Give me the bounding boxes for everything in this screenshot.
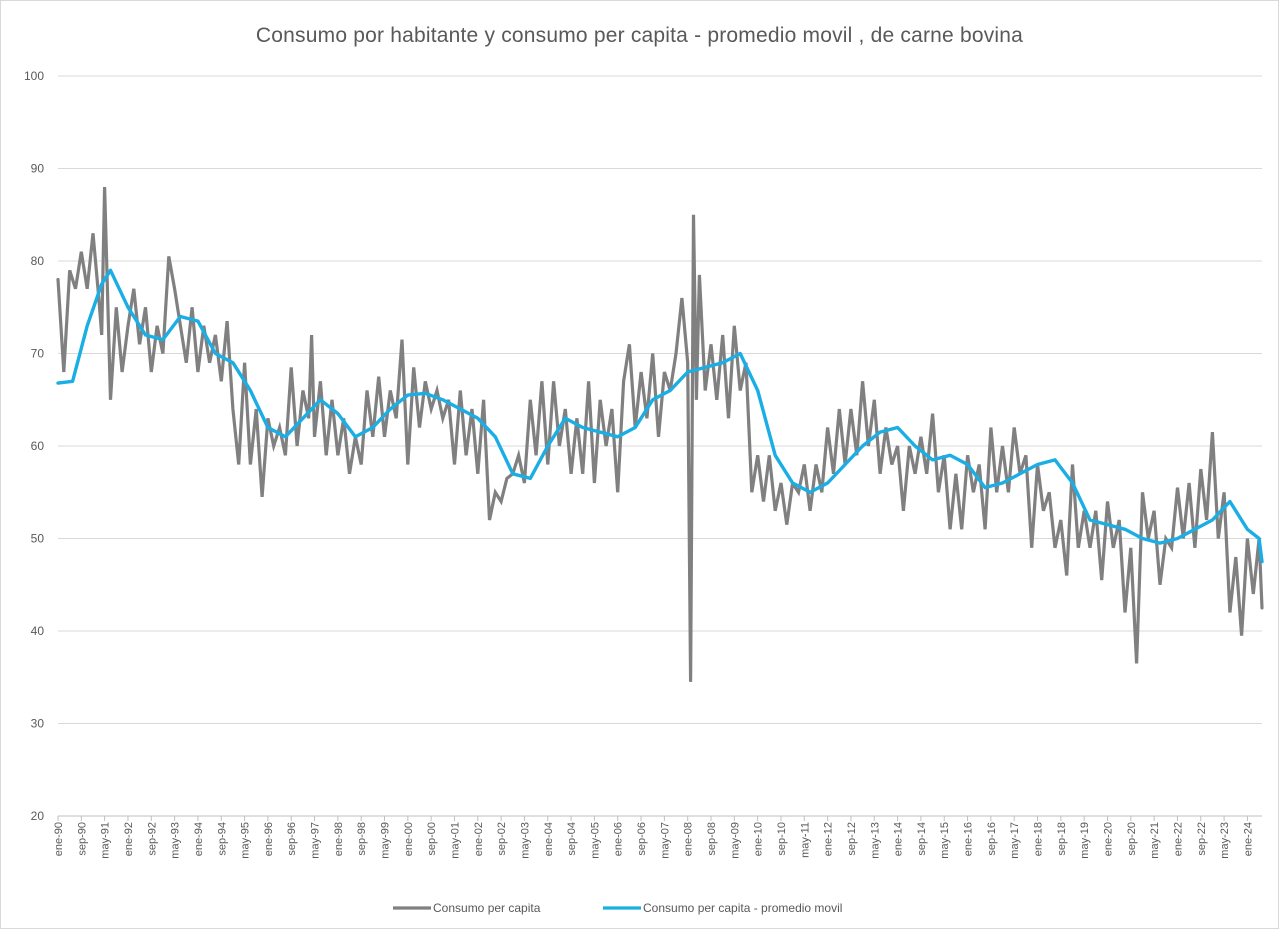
x-axis: ene-90 sep-90 may-91 ene-92 sep-92 may-93 ene-… — [53, 815, 1262, 859]
x-tick-label: may-91 — [100, 822, 112, 859]
x-tick-label: ene-00 — [403, 822, 415, 856]
x-tick-label: ene-20 — [1102, 822, 1114, 856]
x-tick-label: may-97 — [310, 822, 322, 859]
x-tick-label: sep-14 — [916, 822, 928, 856]
x-tick-label: ene-02 — [473, 822, 485, 856]
x-tick-label: may-15 — [939, 822, 951, 859]
x-tick-label: ene-90 — [53, 822, 65, 856]
x-tick-label: ene-06 — [613, 822, 625, 856]
y-tick-label: 100 — [24, 69, 44, 83]
x-tick-label: sep-16 — [986, 822, 998, 856]
x-tick-label: ene-96 — [263, 822, 275, 856]
x-tick-label: may-17 — [1009, 822, 1021, 859]
x-tick-label: sep-98 — [356, 822, 368, 856]
x-tick-label: ene-24 — [1242, 822, 1254, 856]
series-line-1 — [56, 186, 1264, 682]
x-tick-label: sep-02 — [496, 822, 508, 856]
x-tick-label: sep-08 — [706, 822, 718, 856]
x-tick-label: ene-12 — [823, 822, 835, 856]
x-tick-label: ene-22 — [1172, 822, 1184, 856]
y-tick-label: 90 — [31, 162, 45, 176]
plot-area — [56, 186, 1264, 682]
x-tick-label: sep-90 — [76, 822, 88, 856]
y-tick-label: 60 — [31, 439, 45, 453]
y-tick-label: 30 — [31, 717, 45, 731]
x-tick-label: sep-20 — [1126, 822, 1138, 856]
x-tick-label: sep-94 — [216, 822, 228, 856]
x-tick-label: may-93 — [170, 822, 182, 859]
legend-label: Consumo per capita — [433, 901, 541, 915]
x-tick-label: sep-00 — [426, 822, 438, 856]
chart-title: Consumo por habitante y consumo per capi… — [255, 24, 1024, 47]
x-tick-label: sep-18 — [1056, 822, 1068, 856]
x-tick-label: may-13 — [869, 822, 881, 859]
y-tick-label: 50 — [31, 532, 45, 546]
x-tick-label: may-95 — [240, 822, 252, 859]
x-tick-label: ene-14 — [893, 822, 905, 856]
x-tick-label: sep-06 — [636, 822, 648, 856]
x-tick-label: may-01 — [449, 822, 461, 859]
x-tick-label: ene-16 — [963, 822, 975, 856]
y-tick-label: 40 — [31, 624, 45, 638]
x-tick-label: sep-96 — [286, 822, 298, 856]
x-tick-label: ene-04 — [543, 822, 555, 856]
x-tick-label: ene-18 — [1033, 822, 1045, 856]
legend-label: Consumo per capita - promedio movil — [643, 901, 842, 915]
x-tick-label: sep-04 — [566, 822, 578, 856]
x-tick-label: may-03 — [519, 822, 531, 859]
y-tick-label: 70 — [31, 347, 45, 361]
y-tick-label: 80 — [31, 254, 45, 268]
y-tick-label: 20 — [31, 809, 45, 823]
x-tick-label: may-09 — [729, 822, 741, 859]
x-tick-label: ene-10 — [753, 822, 765, 856]
x-tick-label: sep-22 — [1196, 822, 1208, 856]
series-line-2 — [56, 268, 1264, 564]
x-tick-label: may-21 — [1149, 822, 1161, 859]
x-tick-label: may-19 — [1079, 822, 1091, 859]
x-tick-label: sep-92 — [146, 822, 158, 856]
x-tick-label: may-07 — [659, 822, 671, 859]
x-tick-label: ene-08 — [683, 822, 695, 856]
x-tick-label: ene-92 — [123, 822, 135, 856]
y-axis: 20 30 40 50 60 70 80 90 100 — [24, 69, 44, 823]
x-tick-label: may-11 — [799, 822, 811, 858]
x-tick-label: may-99 — [380, 822, 392, 859]
x-tick-label: ene-94 — [193, 822, 205, 856]
x-tick-label: ene-98 — [333, 822, 345, 856]
legend: Consumo per capita Consumo per capita - p… — [393, 901, 842, 915]
x-tick-label: may-23 — [1219, 822, 1231, 859]
x-tick-label: may-05 — [589, 822, 601, 859]
x-tick-label: sep-10 — [776, 822, 788, 856]
x-tick-label: sep-12 — [846, 822, 858, 856]
